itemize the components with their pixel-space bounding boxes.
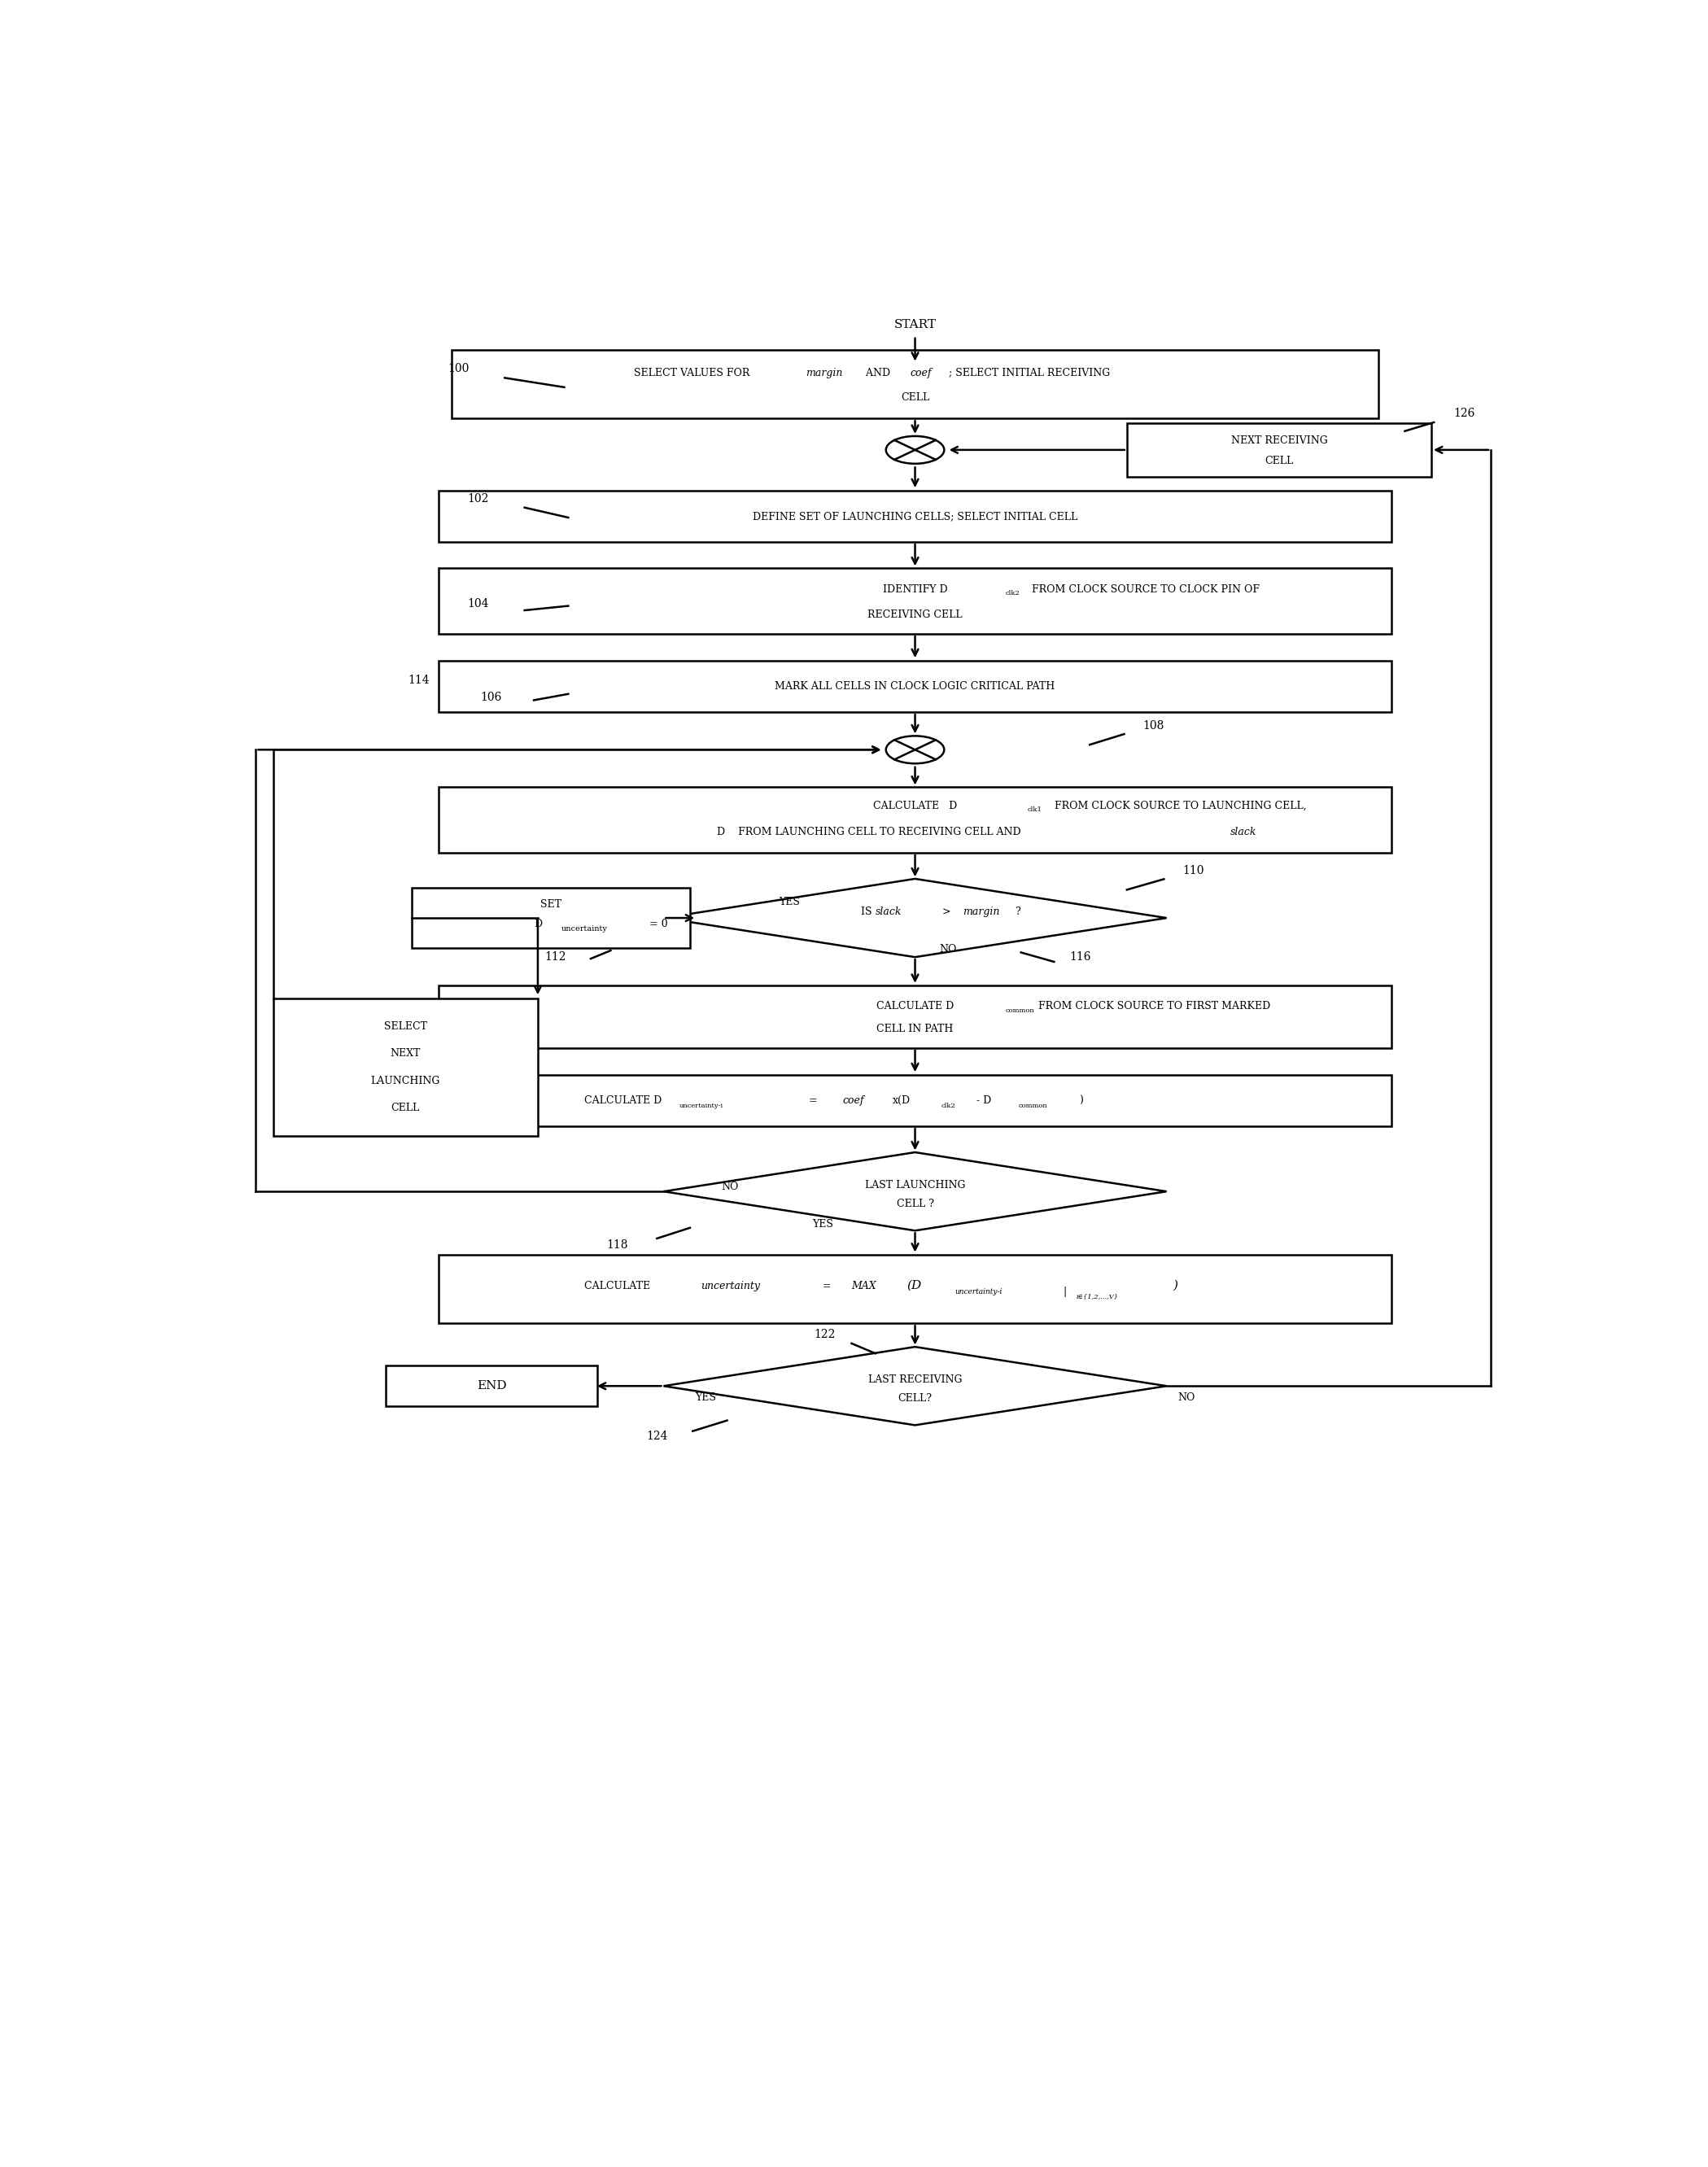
Text: coef: coef [910, 368, 933, 377]
Text: NO: NO [721, 1181, 738, 1192]
Text: NO: NO [1179, 1391, 1196, 1402]
Text: SELECT: SELECT [384, 1021, 427, 1031]
Text: uncertainty: uncertainty [562, 925, 608, 932]
Text: uncertainty-i: uncertainty-i [955, 1289, 1003, 1296]
Bar [412, 888, 690, 947]
Circle shape [886, 737, 945, 763]
Bar [1127, 423, 1431, 477]
Text: START: START [893, 319, 936, 329]
Text: 110: 110 [1182, 865, 1204, 878]
Text: 122: 122 [815, 1328, 835, 1341]
Text: i∈{1,2,...,V}: i∈{1,2,...,V} [1076, 1294, 1119, 1300]
Text: LAST RECEIVING: LAST RECEIVING [868, 1374, 962, 1385]
Text: ; SELECT INITIAL RECEIVING: ; SELECT INITIAL RECEIVING [948, 368, 1110, 377]
Text: LAST LAUNCHING: LAST LAUNCHING [864, 1179, 965, 1190]
Text: = 0: = 0 [646, 919, 668, 930]
Text: CELL IN PATH: CELL IN PATH [876, 1023, 953, 1034]
Text: margin: margin [806, 368, 842, 377]
Text: CALCULATE D: CALCULATE D [584, 1094, 661, 1105]
Bar [439, 490, 1392, 542]
Text: YES: YES [779, 897, 799, 908]
Text: 124: 124 [646, 1430, 668, 1441]
Text: RECEIVING CELL: RECEIVING CELL [868, 609, 963, 620]
Text: CELL?: CELL? [898, 1393, 933, 1404]
Polygon shape [663, 1153, 1167, 1231]
Text: uncertainty-i: uncertainty-i [680, 1103, 724, 1110]
Text: YES: YES [695, 1391, 716, 1402]
Text: 116: 116 [1069, 951, 1091, 962]
Text: 112: 112 [545, 951, 565, 962]
Text: =: = [804, 1094, 820, 1105]
Text: common: common [1018, 1103, 1047, 1110]
Text: NEXT: NEXT [389, 1049, 420, 1060]
Text: 106: 106 [480, 691, 502, 704]
Text: x(D: x(D [893, 1094, 910, 1105]
Text: =: = [820, 1281, 835, 1292]
Text: slack: slack [876, 906, 902, 917]
Text: ?: ? [1011, 906, 1021, 917]
Text: FROM CLOCK SOURCE TO LAUNCHING CELL,: FROM CLOCK SOURCE TO LAUNCHING CELL, [1052, 802, 1307, 810]
Text: clk2: clk2 [941, 1103, 956, 1110]
Text: uncertainty: uncertainty [700, 1281, 760, 1292]
Text: 114: 114 [408, 674, 429, 687]
Text: 108: 108 [1143, 719, 1165, 732]
Text: 100: 100 [447, 362, 470, 375]
Text: CALCULATE: CALCULATE [584, 1281, 654, 1292]
Text: CALCULATE   D: CALCULATE D [873, 802, 956, 810]
Text: SET: SET [540, 899, 562, 910]
Text: |: | [1064, 1287, 1068, 1298]
Text: CELL: CELL [1264, 455, 1293, 466]
Polygon shape [663, 880, 1167, 958]
Bar [386, 1365, 598, 1406]
Polygon shape [663, 1348, 1167, 1426]
Text: clk2: clk2 [1004, 589, 1020, 596]
Text: CALCULATE D: CALCULATE D [876, 1001, 953, 1012]
Bar [439, 661, 1392, 713]
Text: END: END [477, 1380, 506, 1391]
Text: D    FROM LAUNCHING CELL TO RECEIVING CELL AND: D FROM LAUNCHING CELL TO RECEIVING CELL … [717, 828, 1023, 839]
Text: FROM CLOCK SOURCE TO CLOCK PIN OF: FROM CLOCK SOURCE TO CLOCK PIN OF [1028, 585, 1261, 596]
Text: DEFINE SET OF LAUNCHING CELLS; SELECT INITIAL CELL: DEFINE SET OF LAUNCHING CELLS; SELECT IN… [753, 511, 1078, 522]
Text: D: D [533, 919, 541, 930]
Bar [451, 349, 1378, 418]
Text: >: > [939, 906, 955, 917]
Text: SELECT VALUES FOR: SELECT VALUES FOR [634, 368, 753, 377]
Text: AND: AND [863, 368, 893, 377]
Text: NEXT RECEIVING: NEXT RECEIVING [1231, 436, 1327, 446]
Text: CELL: CELL [391, 1103, 420, 1114]
Text: 126: 126 [1454, 407, 1476, 418]
Text: coef: coef [842, 1094, 864, 1105]
Text: (D: (D [907, 1281, 922, 1292]
Text: MARK ALL CELLS IN CLOCK LOGIC CRITICAL PATH: MARK ALL CELLS IN CLOCK LOGIC CRITICAL P… [775, 680, 1056, 691]
Bar [273, 999, 538, 1136]
Circle shape [886, 436, 945, 464]
Text: LAUNCHING: LAUNCHING [371, 1075, 441, 1086]
Bar [439, 1075, 1392, 1127]
Text: YES: YES [811, 1218, 834, 1229]
Text: - D: - D [974, 1094, 991, 1105]
Text: clk1: clk1 [1028, 806, 1042, 813]
Text: FROM CLOCK SOURCE TO FIRST MARKED: FROM CLOCK SOURCE TO FIRST MARKED [1035, 1001, 1271, 1012]
Text: ): ) [1079, 1094, 1083, 1105]
Text: margin: margin [963, 906, 999, 917]
Text: CELL: CELL [900, 392, 929, 403]
Bar [439, 1255, 1392, 1324]
Text: IS: IS [861, 906, 876, 917]
Text: IDENTIFY D: IDENTIFY D [883, 585, 948, 596]
Text: NO: NO [939, 945, 956, 956]
Text: slack: slack [1230, 828, 1257, 839]
Text: 102: 102 [468, 494, 488, 505]
Text: 104: 104 [468, 598, 488, 609]
Text: CELL ?: CELL ? [897, 1198, 934, 1209]
Bar [439, 787, 1392, 854]
Text: 118: 118 [606, 1240, 629, 1250]
Text: MAX: MAX [852, 1281, 876, 1292]
Bar [439, 986, 1392, 1049]
Text: ): ) [1173, 1281, 1179, 1292]
Text: common: common [1004, 1008, 1033, 1014]
Bar [439, 568, 1392, 633]
